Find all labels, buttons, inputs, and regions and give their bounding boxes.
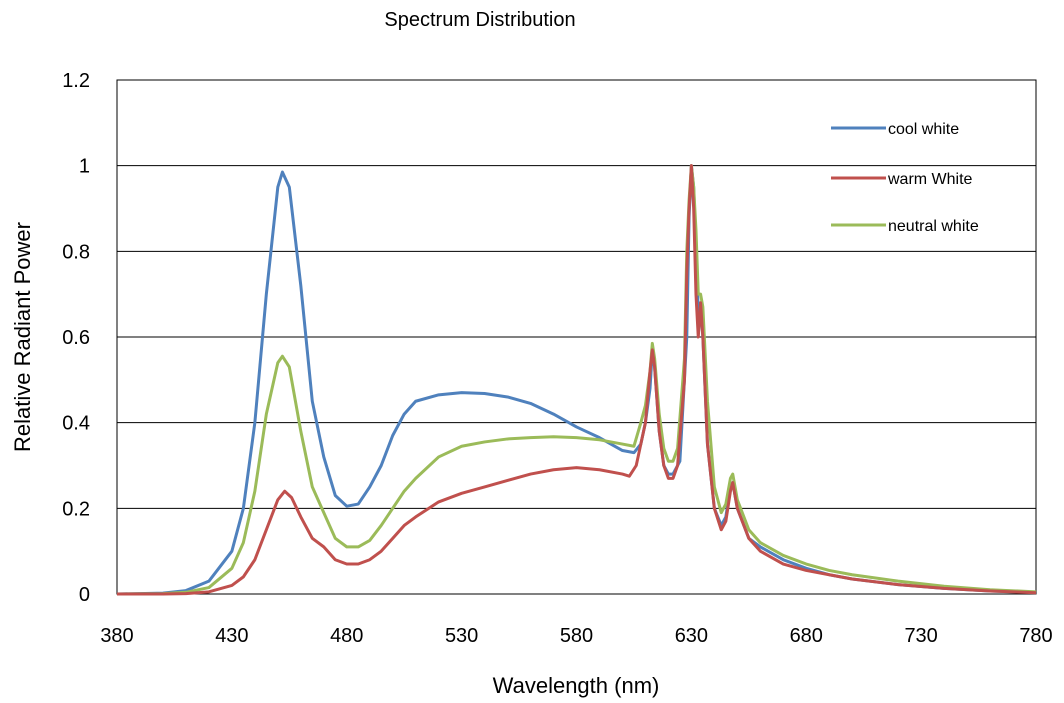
series-lines <box>116 164 1037 596</box>
x-tick-label: 680 <box>790 625 823 647</box>
x-tick-label: 730 <box>904 625 937 647</box>
y-tick-label: 1 <box>79 156 90 178</box>
x-tick-label: 630 <box>675 625 708 647</box>
y-axis-label: Relative Radiant Power <box>10 222 35 452</box>
y-tick-labels: 0 0.2 0.4 0.6 0.8 1 1.2 <box>62 70 90 606</box>
x-tick-label: 580 <box>560 625 593 647</box>
x-axis-label: Wavelength (nm) <box>493 673 660 698</box>
chart-title: Spectrum Distribution <box>384 9 575 31</box>
legend: cool white warm White neutral white <box>831 121 979 235</box>
x-tick-label: 430 <box>215 625 248 647</box>
legend-label: neutral white <box>888 218 979 235</box>
x-tick-label: 380 <box>100 625 133 647</box>
x-tick-label: 480 <box>330 625 363 647</box>
legend-label: cool white <box>888 121 959 138</box>
y-tick-label: 0.6 <box>62 327 90 349</box>
series-line-warm-white <box>117 164 1037 596</box>
y-tick-label: 1.2 <box>62 70 90 92</box>
plot-area-border <box>116 79 1037 595</box>
x-tick-labels: 380 430 480 530 580 630 680 730 780 <box>100 625 1052 647</box>
x-tick-label: 780 <box>1019 625 1052 647</box>
legend-label: warm White <box>887 171 973 188</box>
y-tick-label: 0 <box>79 584 90 606</box>
y-tick-label: 0.4 <box>62 413 90 435</box>
y-tick-label: 0.8 <box>62 241 90 263</box>
x-tick-label: 530 <box>445 625 478 647</box>
y-tick-label: 0.2 <box>62 498 90 520</box>
